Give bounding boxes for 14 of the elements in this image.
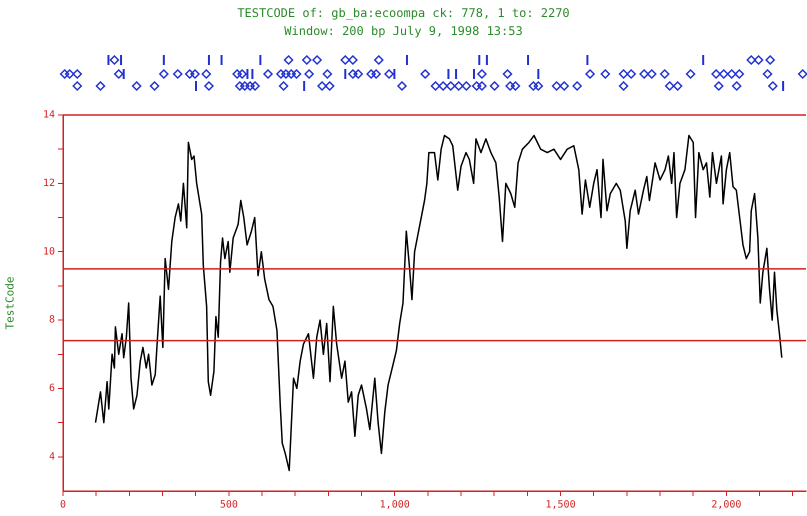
x-tick-label: 500 [220, 500, 238, 511]
y-tick-label: 14 [42, 110, 55, 121]
x-tick-label: 1,500 [545, 500, 576, 511]
x-tick-label: 1,000 [380, 500, 410, 511]
y-tick-label: 8 [48, 314, 55, 326]
y-tick-label: 10 [42, 246, 55, 258]
chart-title: TESTCODE of: gb_ba:ecoompa ck: 778, 1 to: 2270 [236, 5, 571, 22]
y-axis-title: TestCode [3, 276, 16, 330]
chart-subtitle: Window: 200 bp July 9, 1998 13:53 [283, 23, 524, 40]
x-tick-label: 0 [60, 500, 66, 511]
y-tick-label: 4 [48, 451, 55, 462]
y-tick-label: 12 [42, 178, 55, 189]
x-tick-label: 2,000 [711, 500, 742, 511]
y-tick-label: 6 [48, 383, 55, 394]
